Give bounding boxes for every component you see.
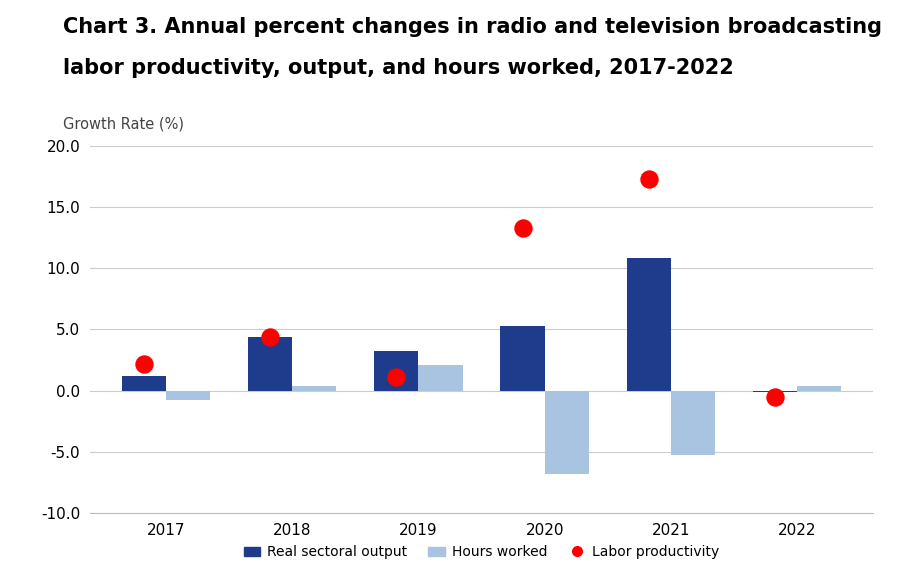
Text: Growth Rate (%): Growth Rate (%) bbox=[63, 117, 184, 132]
Bar bbox=[670, 391, 716, 455]
Bar bbox=[544, 391, 589, 474]
Bar bbox=[626, 258, 670, 391]
Bar bbox=[122, 376, 166, 391]
Bar bbox=[797, 386, 842, 391]
Bar bbox=[292, 386, 337, 391]
Point bbox=[642, 174, 656, 184]
Bar bbox=[753, 391, 797, 392]
Bar bbox=[166, 391, 210, 401]
Point bbox=[516, 223, 530, 233]
Bar bbox=[248, 337, 292, 391]
Point bbox=[389, 373, 403, 382]
Point bbox=[263, 332, 277, 342]
Bar bbox=[374, 352, 418, 391]
Point bbox=[768, 392, 782, 402]
Bar bbox=[500, 326, 544, 391]
Text: labor productivity, output, and hours worked, 2017-2022: labor productivity, output, and hours wo… bbox=[63, 58, 733, 78]
Bar bbox=[418, 365, 463, 391]
Text: Chart 3. Annual percent changes in radio and television broadcasting: Chart 3. Annual percent changes in radio… bbox=[63, 17, 882, 37]
Point bbox=[137, 359, 151, 368]
Legend: Real sectoral output, Hours worked, Labor productivity: Real sectoral output, Hours worked, Labo… bbox=[238, 540, 724, 565]
